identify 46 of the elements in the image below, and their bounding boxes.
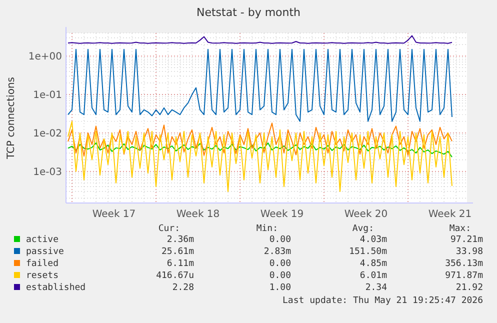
text: Cur:: [158, 224, 180, 234]
text: 33.98: [456, 247, 483, 258]
y-tick-label: 1e-03: [33, 166, 62, 178]
text: 4.85m: [360, 259, 387, 270]
chart-title: Netstat - by month: [196, 6, 301, 19]
y-tick-label: 1e+00: [28, 52, 62, 63]
line-series: [68, 142, 452, 158]
text: Min:: [256, 224, 278, 234]
line-series: [68, 120, 452, 192]
x-tick-label: Week 20: [344, 209, 388, 220]
text: 6.01m: [360, 271, 387, 282]
x-tick-label: Week 17: [92, 209, 136, 220]
text: Avg:: [352, 224, 374, 234]
line-series: [68, 48, 452, 122]
legend-label: resets: [26, 271, 59, 282]
text: 0.00: [269, 235, 291, 246]
text: 0.00: [269, 259, 291, 270]
x-tick-label: Week 21: [428, 209, 472, 220]
legend-label: active: [26, 235, 59, 246]
text: 97.21m: [450, 235, 483, 246]
text: 151.50m: [349, 247, 387, 258]
text: 971.87m: [445, 271, 483, 282]
text: Max:: [449, 224, 471, 234]
legend-label: established: [26, 283, 86, 294]
line-series: [68, 122, 452, 157]
text: 25.61m: [161, 247, 194, 258]
text: Last update: Thu May 21 19:25:47 2026: [282, 296, 483, 306]
text: 2.28: [172, 283, 194, 294]
text: 2.83m: [264, 247, 291, 258]
text: 2.34: [365, 283, 387, 294]
legend-label: passive: [26, 247, 64, 258]
y-tick-label: 1e-01: [33, 90, 62, 102]
text: 6.11m: [166, 259, 194, 270]
text: 1.00: [269, 283, 291, 294]
text: 4.03m: [360, 235, 387, 246]
text: 356.13m: [445, 259, 483, 270]
x-tick-label: Week 18: [176, 209, 220, 220]
text: 21.92: [456, 283, 483, 294]
legend-label: failed: [26, 259, 59, 270]
x-tick-label: Week 19: [260, 209, 304, 220]
text: 0.00: [269, 271, 291, 282]
line-series: [68, 35, 452, 44]
text: 2.36m: [166, 235, 194, 246]
text: 416.67u: [156, 271, 194, 282]
y-axis-title: TCP connections: [6, 76, 17, 160]
y-tick-label: 1e-02: [33, 128, 62, 140]
